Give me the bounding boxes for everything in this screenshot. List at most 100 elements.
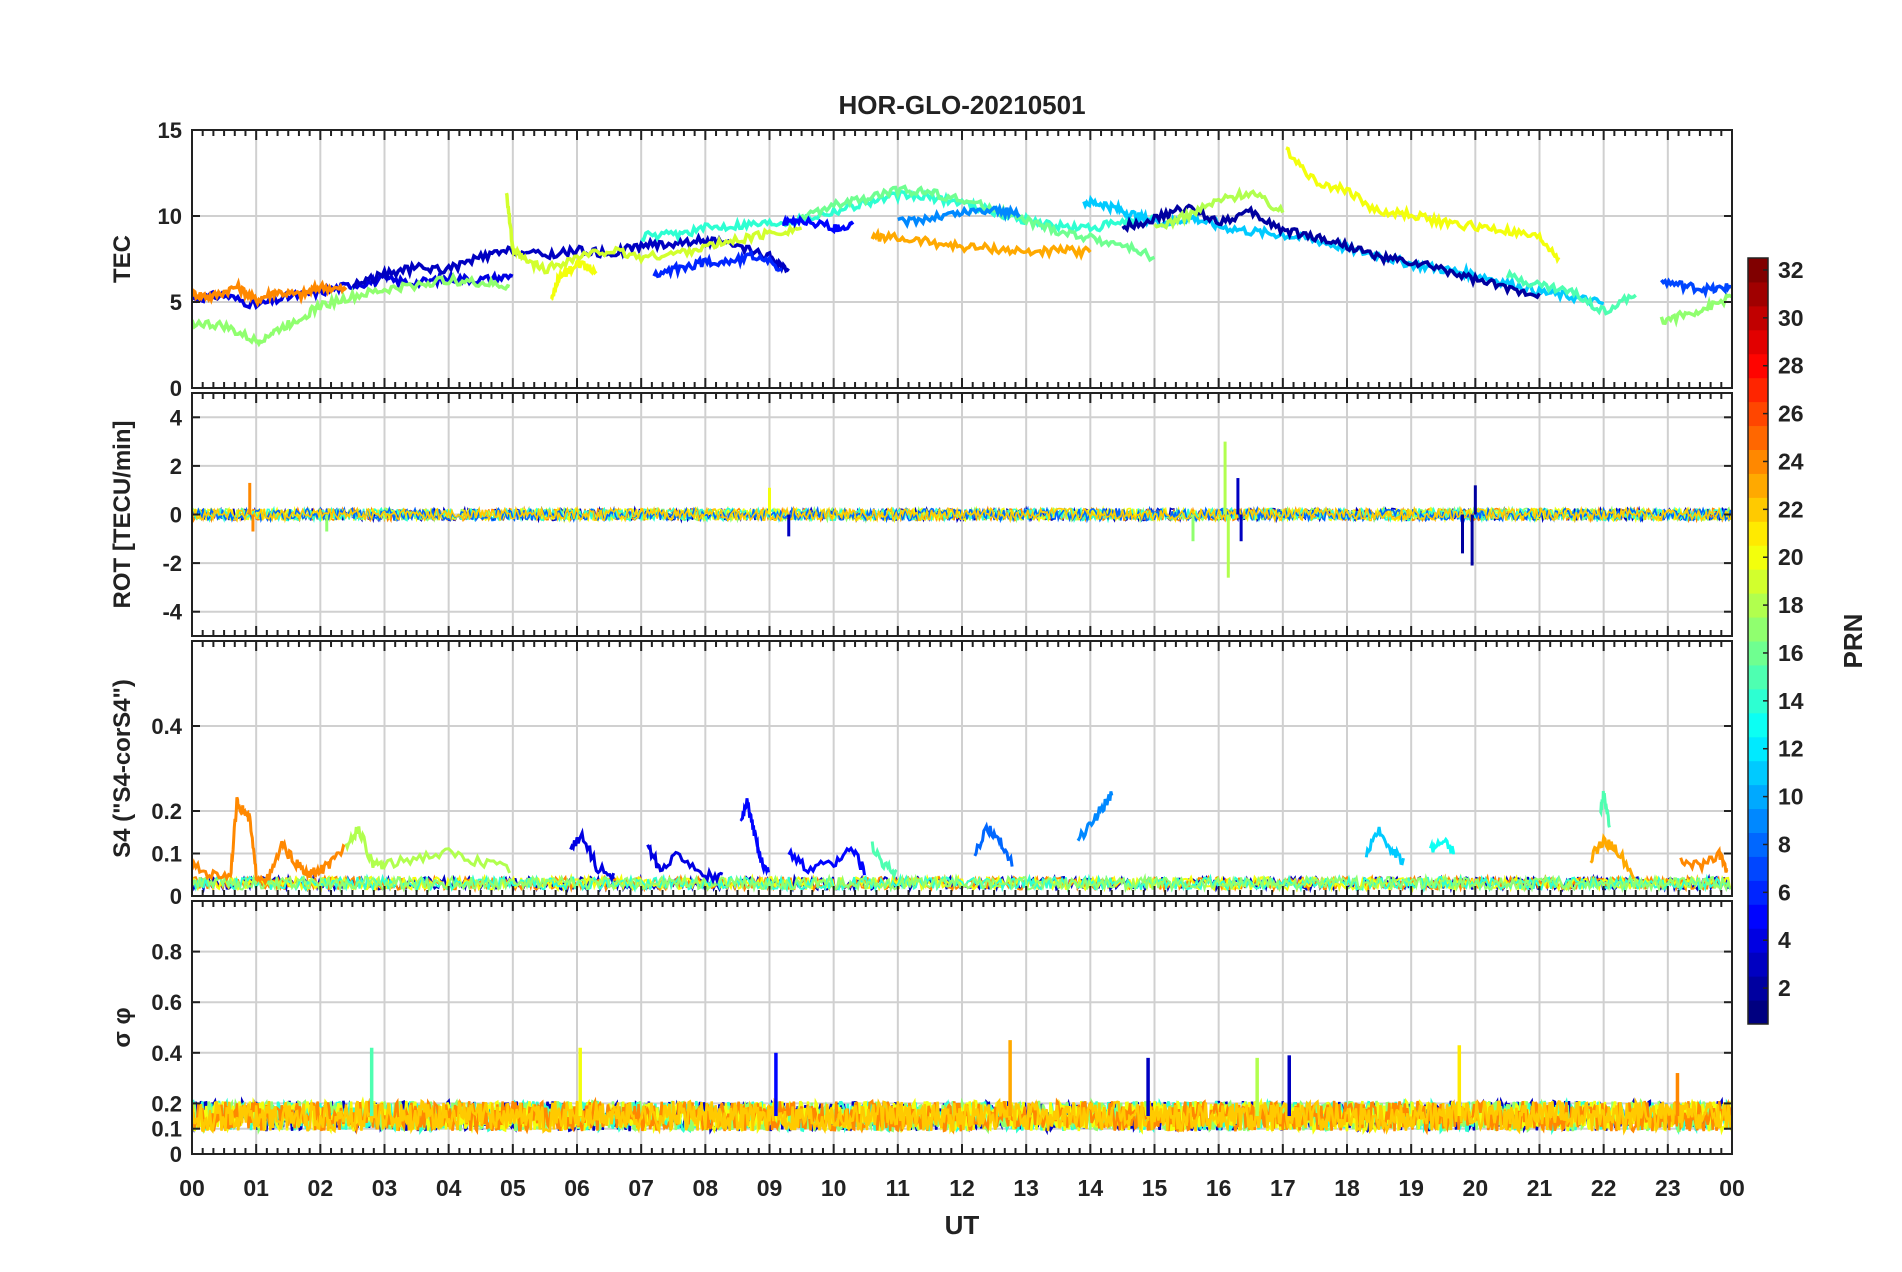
s4-burst (569, 827, 616, 883)
tec-series (1659, 292, 1732, 328)
y-tick-label: 0 (170, 1142, 182, 1167)
colorbar-cell (1748, 664, 1768, 690)
colorbar-cell (1748, 760, 1768, 786)
colorbar-cell (1748, 688, 1768, 714)
panel-sigma: 00.10.2 0.4 0.6 0.8 σ φ (109, 900, 1733, 1167)
s4-burst (739, 798, 770, 877)
colorbar-cell (1748, 545, 1768, 570)
x-tick-label: 21 (1527, 1175, 1553, 1201)
x-tick-label: 14 (1078, 1175, 1104, 1201)
s4-burst (787, 845, 866, 876)
y-tick-label: 0.4 (151, 1041, 182, 1066)
tec-series (782, 214, 855, 235)
x-tick-label: 01 (243, 1175, 269, 1201)
chart-title: HOR-GLO-20210501 (838, 90, 1085, 120)
tec-series (800, 184, 1156, 263)
s4-burst (1428, 836, 1455, 855)
colorbar-tick-label: 18 (1778, 592, 1804, 618)
s4-burst (1364, 826, 1405, 866)
plot-area-rot (192, 441, 1732, 578)
y-tick-label: 0 (170, 503, 182, 528)
panel-rot: -4 -2 0 2 4 ROT [TECU/min] (109, 392, 1733, 637)
colorbar-tick-label: 16 (1778, 640, 1804, 666)
s4-burst (646, 844, 724, 885)
x-tick-label: 23 (1655, 1175, 1681, 1201)
colorbar-cell (1748, 473, 1768, 498)
colorbar-cell (1748, 928, 1768, 953)
x-tick-label: 22 (1591, 1175, 1617, 1201)
x-tick-label: 19 (1398, 1175, 1424, 1201)
y-tick-label: 0.8 (151, 940, 182, 965)
s4-burst (344, 826, 511, 874)
colorbar-cell (1748, 497, 1768, 522)
colorbar-tick-label: 6 (1778, 879, 1791, 905)
tec-series (652, 249, 783, 280)
colorbar-cell (1748, 832, 1768, 857)
x-tick-label: 18 (1334, 1175, 1360, 1201)
y-tick-label: 5 (170, 290, 182, 315)
x-tick-labels: 00 01 02 03 04 05 06 07 08 09 10 11 12 13 14 15 16 17 18 19… (179, 1175, 1745, 1201)
colorbar-cell (1748, 1000, 1768, 1025)
tec-series (870, 227, 1092, 261)
x-tick-label: 16 (1206, 1175, 1232, 1201)
tec-series (550, 258, 598, 301)
colorbar-cell (1748, 712, 1768, 738)
s4-burst (1589, 833, 1636, 880)
colorbar-cell (1748, 377, 1768, 403)
y-axis-label-s4: S4 ("S4-corS4") (109, 679, 136, 858)
colorbar-cell (1748, 784, 1768, 810)
y-tick-label: 4 (170, 405, 183, 430)
x-tick-label: 15 (1142, 1175, 1168, 1201)
s4-burst (1076, 791, 1114, 842)
plot-area-tec (192, 146, 1732, 348)
y-tick-label: 0 (170, 884, 182, 909)
colorbar-cell (1748, 258, 1768, 283)
colorbar-cell (1748, 521, 1768, 546)
x-tick-label: 11 (886, 1175, 911, 1201)
x-tick-label: 08 (693, 1175, 719, 1201)
sigma-noise (192, 1097, 1732, 1136)
x-tick-label: 06 (564, 1175, 590, 1201)
tec-series (897, 202, 1021, 230)
y-tick-label: 0.6 (151, 990, 182, 1015)
colorbar-cell (1748, 880, 1768, 905)
colorbar-tick-label: 26 (1778, 401, 1804, 427)
colorbar-cell (1748, 425, 1768, 450)
x-tick-label: 13 (1013, 1175, 1039, 1201)
colorbar-cell (1748, 449, 1768, 474)
colorbar-cell (1748, 569, 1768, 594)
colorbar-tick-label: 20 (1778, 544, 1804, 570)
y-axis-label-sigma: σ φ (109, 1007, 136, 1047)
s4-burst (1599, 790, 1611, 828)
colorbar-cell (1748, 641, 1768, 666)
y-axis-label-tec: TEC (109, 235, 136, 283)
tec-series (192, 271, 511, 348)
colorbar-tick-label: 32 (1778, 257, 1804, 283)
colorbar-cell (1748, 736, 1768, 762)
colorbar-tick-label: 12 (1778, 736, 1804, 762)
colorbar-tick-label: 24 (1778, 448, 1804, 474)
colorbar-cell (1748, 856, 1768, 881)
x-tick-label: 20 (1463, 1175, 1489, 1201)
colorbar-cell (1748, 904, 1768, 929)
tec-series (504, 192, 803, 275)
colorbar-cell (1748, 952, 1768, 977)
y-tick-label: 0.4 (151, 714, 182, 739)
colorbar-cell (1748, 305, 1768, 331)
tec-series (1121, 203, 1541, 300)
x-tick-label: 10 (821, 1175, 847, 1201)
colorbar-tick-label: 22 (1778, 496, 1804, 522)
s4-burst (192, 796, 346, 887)
y-axis-label-rot: ROT [TECU/min] (109, 421, 136, 609)
tec-series (1285, 146, 1561, 265)
tec-series (192, 277, 348, 308)
colorbar-cell (1748, 976, 1768, 1001)
y-tick-label: 0 (170, 376, 182, 401)
x-tick-label: 00 (179, 1175, 205, 1201)
colorbar-tick-label: 8 (1778, 831, 1791, 857)
x-tick-label: 17 (1270, 1175, 1296, 1201)
x-axis-label: UT (945, 1210, 980, 1240)
